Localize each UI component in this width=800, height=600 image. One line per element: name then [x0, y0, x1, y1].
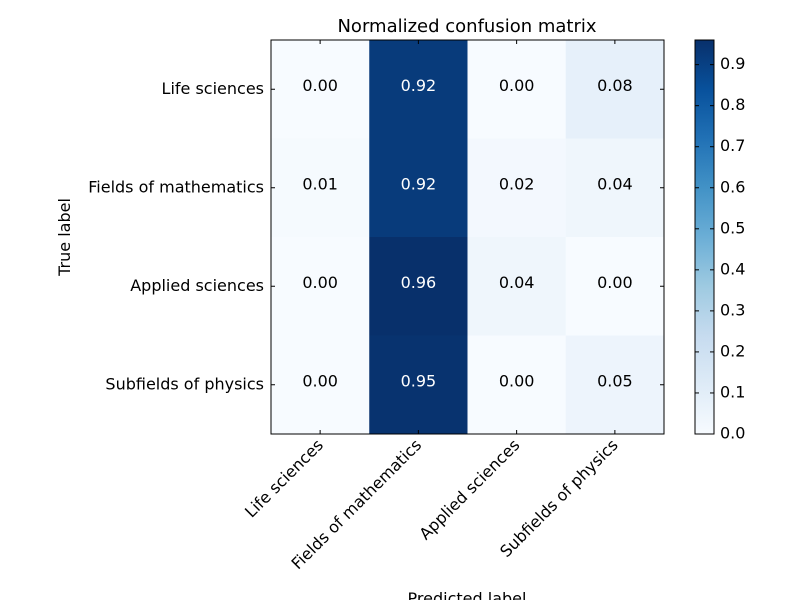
heatmap-cell [565, 237, 665, 336]
heatmap-cell [467, 40, 567, 139]
cell-value-label: 0.08 [597, 76, 633, 95]
cell-value-label: 0.00 [302, 76, 338, 95]
y-tick-labels: Life sciences Fields of mathematics Applie… [88, 79, 264, 394]
colorbar-tick-label: 0.3 [720, 300, 745, 319]
colorbar-tick-label: 0.6 [720, 177, 745, 196]
colorbar-tick-label: 0.2 [720, 341, 745, 360]
heatmap-cell [369, 335, 468, 435]
heatmap-cell [369, 40, 468, 139]
heatmap-cell [565, 138, 665, 238]
y-tick-label: Fields of mathematics [88, 177, 264, 196]
cell-value-label: 0.04 [597, 174, 633, 193]
cell-value-label: 0.95 [401, 371, 437, 390]
heatmap-cell-labels: 0.00 0.92 0.00 0.08 0.01 0.92 0.02 0.04 0.00 0.96… [302, 76, 632, 391]
chart-title: Normalized confusion matrix [337, 16, 596, 37]
plot-frame [270, 39, 665, 435]
y-tick-label: Life sciences [162, 79, 264, 98]
heatmap-cell [565, 40, 665, 139]
cell-value-label: 0.00 [302, 273, 338, 292]
x-axis-label: Predicted label [408, 589, 527, 600]
cell-value-label: 0.05 [597, 371, 633, 390]
x-tick-label: Life sciences [241, 435, 327, 521]
heatmap-cell [271, 40, 370, 139]
heatmap-cells [271, 40, 665, 435]
cell-value-label: 0.02 [499, 174, 535, 193]
heatmap-cell [271, 237, 370, 336]
x-tick-label: Applied sciences [415, 435, 523, 543]
heatmap-cell [467, 335, 567, 435]
colorbar-tick-label: 0.8 [720, 95, 745, 114]
cell-value-label: 0.00 [499, 76, 535, 95]
colorbar-ticks: 0.0 0.1 0.2 0.3 0.4 0.5 0.6 0.7 0.8 0.9 [695, 54, 745, 443]
heatmap-cell [369, 237, 468, 336]
y-tick-label: Subfields of physics [105, 374, 264, 393]
y-axis-label: True label [55, 198, 74, 277]
colorbar-tick-label: 0.7 [720, 136, 745, 155]
colorbar-tick-label: 0.9 [720, 54, 745, 73]
heatmap-cell [565, 335, 665, 435]
colorbar-tick-label: 0.0 [720, 424, 745, 443]
cell-value-label: 0.92 [401, 174, 437, 193]
cell-value-label: 0.92 [401, 76, 437, 95]
colorbar-gradient [694, 39, 715, 435]
cell-value-label: 0.96 [401, 273, 437, 292]
heatmap-cell [271, 138, 370, 238]
colorbar-tick-label: 0.1 [720, 382, 745, 401]
cell-value-label: 0.00 [597, 273, 633, 292]
cell-value-label: 0.04 [499, 273, 535, 292]
cell-value-label: 0.00 [499, 371, 535, 390]
axis-ticks [271, 40, 664, 434]
colorbar: 0.0 0.1 0.2 0.3 0.4 0.5 0.6 0.7 0.8 0.9 [694, 39, 745, 443]
heatmap-cell [271, 335, 370, 435]
heatmap-cell [369, 138, 468, 238]
cell-value-label: 0.00 [302, 371, 338, 390]
heatmap-cell [467, 138, 567, 238]
y-tick-label: Applied sciences [130, 276, 264, 295]
colorbar-tick-label: 0.5 [720, 218, 745, 237]
heatmap-cell [467, 237, 567, 336]
cell-value-label: 0.01 [302, 174, 338, 193]
colorbar-tick-label: 0.4 [720, 259, 745, 278]
